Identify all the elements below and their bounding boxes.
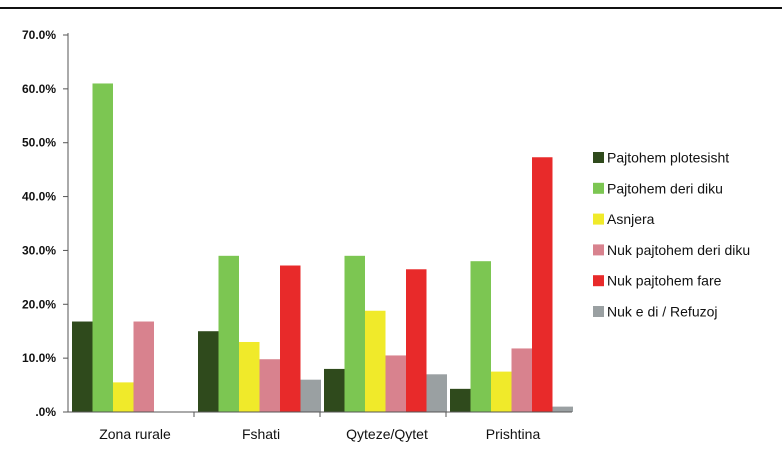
legend-swatch	[593, 213, 604, 225]
x-tick-label: Qyteze/Qytet	[346, 426, 428, 442]
x-tick-label: Zona rurale	[99, 426, 171, 442]
legend-label: Nuk pajtohem fare	[607, 273, 722, 289]
bar-0-3	[450, 388, 471, 412]
bar-4-1	[280, 265, 301, 412]
legend-label: Asnjera	[607, 211, 655, 227]
y-tick-label: 50.0%	[22, 136, 56, 150]
bar-1-0	[92, 83, 113, 412]
bar-2-1	[239, 341, 260, 412]
legend-label: Pajtohem plotesisht	[607, 150, 729, 166]
legend-swatch	[593, 152, 604, 163]
legend-swatch	[593, 306, 604, 317]
y-tick-label: 40.0%	[22, 190, 56, 204]
bar-2-3	[491, 371, 512, 412]
x-axis: Zona rurale Fshati Qyteze/Qytet Prishtina	[68, 411, 572, 442]
y-tick-label: 10.0%	[22, 351, 56, 365]
x-tick-label: Fshati	[242, 426, 280, 442]
legend-label: Nuk e di / Refuzoj	[607, 304, 718, 320]
bar-1-2	[344, 255, 365, 412]
legend-label: Pajtohem deri diku	[607, 180, 723, 196]
y-tick-label: 70.0%	[22, 28, 56, 42]
bar-0-0	[72, 321, 93, 412]
bars	[72, 83, 573, 412]
bar-3-0	[133, 321, 154, 412]
legend: Pajtohem plotesisht Pajtohem deri diku Asn…	[593, 150, 750, 320]
bar-1-3	[470, 261, 491, 412]
bar-3-3	[511, 348, 532, 412]
y-tick-label: 60.0%	[22, 82, 56, 96]
y-tick-label: 30.0%	[22, 243, 56, 257]
bar-2-0	[113, 382, 134, 412]
bar-1-1	[218, 255, 239, 412]
top-rule	[0, 7, 782, 9]
bar-3-2	[385, 355, 406, 412]
x-tick-label: Prishtina	[486, 426, 541, 442]
y-axis: .0% 10.0% 20.0% 30.0% 40.0% 50.0% 60.0% 70.0%	[22, 28, 69, 419]
y-tick-label: 20.0%	[22, 297, 56, 311]
legend-swatch	[593, 244, 604, 256]
bar-4-2	[406, 269, 427, 412]
bar-2-2	[365, 310, 386, 412]
bar-4-3	[532, 157, 553, 412]
y-tick-label: .0%	[35, 405, 56, 419]
legend-swatch	[593, 275, 604, 287]
bar-0-2	[324, 368, 345, 412]
bar-5-3	[552, 406, 573, 412]
bar-3-1	[259, 359, 280, 412]
bar-5-1	[300, 379, 321, 412]
legend-swatch	[593, 182, 604, 194]
bar-5-2	[426, 374, 447, 412]
bar-0-1	[198, 331, 219, 412]
legend-label: Nuk pajtohem deri diku	[607, 242, 750, 258]
